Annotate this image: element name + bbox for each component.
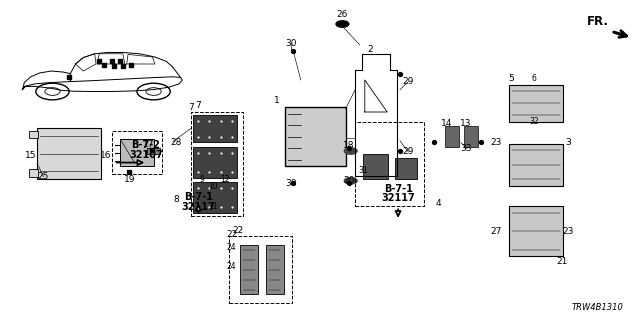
- Bar: [120, 139, 154, 166]
- Bar: [193, 182, 237, 213]
- Bar: [193, 115, 237, 142]
- Text: FR.: FR.: [588, 15, 609, 28]
- Bar: [29, 131, 38, 138]
- Bar: [509, 206, 563, 256]
- Text: 29: 29: [403, 77, 414, 86]
- Text: 32107: 32107: [129, 149, 163, 160]
- Text: 21: 21: [556, 257, 568, 266]
- Text: 5: 5: [508, 74, 513, 83]
- Text: 30: 30: [285, 39, 297, 48]
- Text: 4: 4: [436, 199, 441, 208]
- Text: 6: 6: [532, 74, 537, 83]
- Text: 18: 18: [343, 141, 355, 150]
- Text: 2: 2: [367, 45, 372, 54]
- Text: 23: 23: [490, 138, 502, 147]
- Text: 32117: 32117: [182, 202, 215, 212]
- Text: 31: 31: [358, 166, 369, 175]
- Circle shape: [344, 178, 357, 184]
- Text: 29: 29: [403, 148, 414, 156]
- Text: 25: 25: [38, 172, 49, 181]
- Text: 14: 14: [441, 119, 452, 128]
- Text: 32117: 32117: [381, 193, 415, 204]
- Bar: [464, 126, 478, 147]
- Text: B-7-2: B-7-2: [131, 140, 161, 150]
- Text: 27: 27: [490, 228, 502, 236]
- Text: 22: 22: [226, 230, 237, 239]
- Text: 28: 28: [170, 138, 182, 147]
- Bar: [266, 245, 284, 294]
- Text: 20: 20: [343, 176, 355, 185]
- Text: 10: 10: [208, 182, 218, 191]
- Bar: [29, 169, 38, 177]
- Bar: [363, 154, 388, 179]
- Bar: [395, 158, 417, 179]
- Text: 12: 12: [221, 175, 230, 184]
- Bar: [445, 126, 459, 147]
- Text: 8: 8: [173, 195, 179, 204]
- Text: B-7-1: B-7-1: [383, 184, 413, 194]
- Text: 7: 7: [188, 103, 193, 112]
- Text: 33: 33: [460, 144, 472, 153]
- Text: 26: 26: [337, 10, 348, 19]
- Text: 11: 11: [209, 202, 218, 211]
- Text: 30: 30: [285, 180, 297, 188]
- Text: 17: 17: [143, 140, 154, 149]
- Text: 24: 24: [227, 243, 237, 252]
- Text: 23: 23: [563, 228, 574, 236]
- Bar: [193, 147, 237, 178]
- Text: 16: 16: [100, 151, 111, 160]
- Text: B-7-1: B-7-1: [184, 192, 213, 203]
- Circle shape: [336, 21, 349, 27]
- Text: 1: 1: [274, 96, 279, 105]
- Bar: [509, 85, 563, 122]
- Text: 19: 19: [124, 175, 135, 184]
- Circle shape: [344, 148, 357, 154]
- Bar: [240, 245, 258, 294]
- Text: 22: 22: [232, 226, 244, 235]
- Bar: [285, 107, 346, 166]
- Text: 7: 7: [195, 101, 201, 110]
- Text: 3: 3: [566, 138, 571, 147]
- Bar: [509, 144, 563, 186]
- Text: 24: 24: [227, 262, 237, 271]
- Bar: [37, 128, 101, 179]
- Text: 13: 13: [460, 119, 472, 128]
- Text: 15: 15: [25, 151, 36, 160]
- Text: 32: 32: [529, 117, 540, 126]
- Text: 9: 9: [199, 175, 204, 184]
- Text: TRW4B1310: TRW4B1310: [572, 303, 624, 312]
- Bar: [147, 148, 160, 154]
